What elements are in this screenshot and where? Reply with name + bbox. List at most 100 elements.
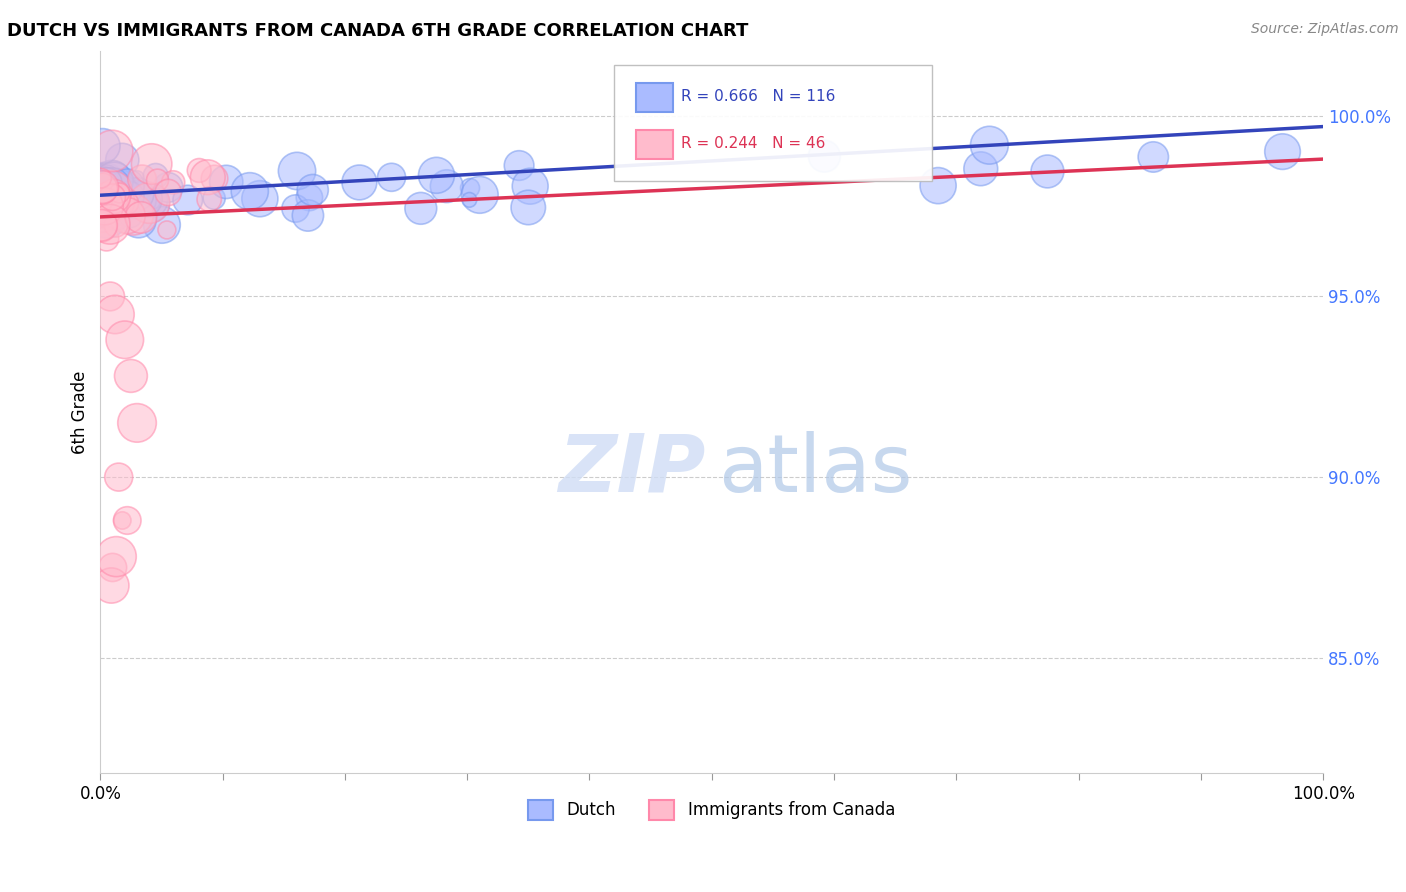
- Point: [94, 200, 117, 214]
- Point: [90, 178, 112, 192]
- Point: [979, 138, 1001, 153]
- Point: [127, 187, 149, 202]
- Point: [98, 178, 121, 192]
- Point: [468, 187, 491, 202]
- Point: [94, 174, 117, 188]
- Point: [101, 183, 124, 197]
- Point: [91, 180, 114, 194]
- Point: [97, 198, 120, 212]
- Point: [91, 192, 114, 206]
- Point: [104, 308, 127, 322]
- Point: [90, 171, 112, 186]
- Point: [96, 191, 118, 205]
- Point: [93, 175, 115, 189]
- Point: [96, 176, 118, 190]
- Point: [96, 169, 118, 184]
- Point: [104, 200, 127, 214]
- Point: [101, 144, 124, 158]
- Point: [97, 211, 120, 226]
- Point: [103, 174, 125, 188]
- Point: [90, 219, 112, 234]
- Point: [105, 209, 128, 223]
- Point: [129, 211, 152, 225]
- Point: [90, 177, 112, 191]
- Point: [105, 549, 128, 564]
- Point: [519, 179, 541, 194]
- Point: [198, 192, 221, 206]
- Point: [380, 170, 402, 185]
- Point: [107, 470, 129, 484]
- Point: [110, 195, 132, 210]
- Point: [177, 193, 200, 207]
- Point: [105, 202, 128, 217]
- Point: [197, 170, 219, 185]
- Point: [111, 175, 134, 189]
- Point: [103, 210, 125, 224]
- Point: [301, 183, 323, 197]
- Point: [93, 199, 115, 213]
- Point: [90, 184, 112, 198]
- Point: [93, 174, 115, 188]
- Point: [90, 219, 112, 233]
- Point: [204, 171, 226, 186]
- Point: [297, 209, 319, 223]
- Point: [90, 178, 112, 192]
- Point: [93, 195, 115, 210]
- Point: [117, 513, 139, 527]
- Point: [90, 177, 112, 191]
- Point: [114, 200, 136, 214]
- Point: [96, 232, 118, 246]
- Point: [132, 192, 155, 206]
- Point: [105, 195, 128, 210]
- Point: [146, 173, 169, 187]
- Point: [141, 157, 163, 171]
- FancyBboxPatch shape: [636, 83, 672, 112]
- Point: [105, 194, 128, 209]
- Point: [111, 153, 134, 167]
- Point: [409, 202, 432, 216]
- Point: [94, 186, 117, 201]
- Point: [90, 182, 112, 196]
- Point: [249, 192, 271, 206]
- Point: [813, 149, 835, 163]
- Point: [1271, 145, 1294, 159]
- Point: [156, 223, 179, 237]
- Text: atlas: atlas: [718, 431, 912, 508]
- Point: [98, 203, 121, 218]
- Point: [115, 178, 138, 193]
- Point: [107, 186, 129, 200]
- Point: [103, 189, 125, 203]
- Point: [517, 201, 540, 215]
- Point: [120, 176, 142, 190]
- Point: [96, 187, 118, 202]
- Point: [127, 193, 149, 207]
- Point: [139, 196, 162, 211]
- Point: [139, 194, 162, 208]
- Point: [115, 209, 138, 223]
- Point: [131, 172, 153, 186]
- Point: [91, 139, 114, 153]
- Point: [90, 194, 112, 209]
- Point: [104, 195, 127, 210]
- Point: [349, 176, 371, 190]
- Point: [125, 416, 148, 430]
- Point: [96, 195, 118, 210]
- Point: [128, 213, 150, 227]
- Point: [215, 175, 238, 189]
- Point: [90, 193, 112, 207]
- Point: [115, 201, 138, 215]
- Point: [125, 171, 148, 186]
- Point: [98, 217, 121, 231]
- Text: R = 0.244   N = 46: R = 0.244 N = 46: [681, 136, 825, 151]
- Point: [284, 202, 307, 216]
- Point: [104, 219, 127, 233]
- Point: [98, 194, 121, 209]
- Point: [970, 161, 993, 176]
- Point: [98, 289, 121, 303]
- Point: [1142, 150, 1164, 164]
- Text: ZIP: ZIP: [558, 431, 706, 508]
- Point: [114, 187, 136, 202]
- Point: [93, 203, 115, 218]
- Point: [103, 189, 125, 203]
- Point: [111, 513, 134, 527]
